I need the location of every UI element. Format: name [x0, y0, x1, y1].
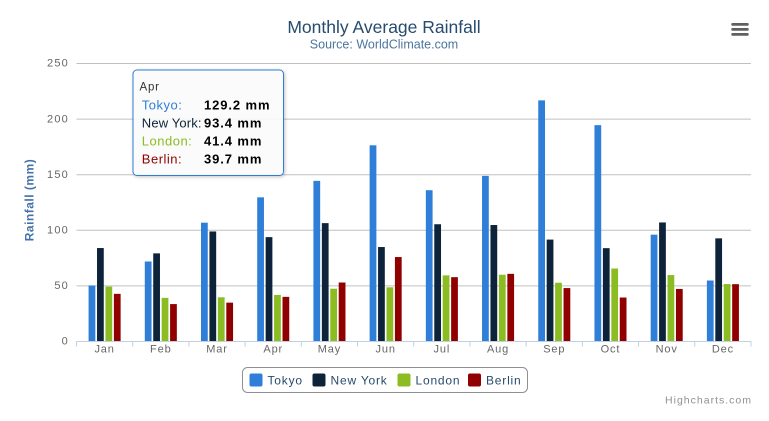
svg-text:London:: London:: [142, 133, 193, 148]
svg-text:Jun: Jun: [376, 344, 396, 356]
svg-text:Aug: Aug: [487, 344, 509, 356]
svg-text:London: London: [416, 374, 461, 388]
svg-text:Monthly Average Rainfall: Monthly Average Rainfall: [287, 17, 480, 37]
svg-text:Oct: Oct: [601, 344, 621, 356]
svg-text:Jul: Jul: [434, 344, 451, 356]
svg-text:Feb: Feb: [150, 344, 172, 356]
svg-text:100: 100: [47, 225, 69, 237]
svg-text:250: 250: [47, 58, 69, 70]
svg-text:93.4 mm: 93.4 mm: [204, 115, 262, 130]
svg-text:Berlin: Berlin: [486, 374, 521, 388]
svg-text:Dec: Dec: [712, 344, 734, 356]
svg-text:New York: New York: [331, 374, 388, 388]
svg-text:Berlin:: Berlin:: [142, 151, 182, 166]
svg-text:0: 0: [62, 336, 69, 348]
svg-text:Highcharts.com: Highcharts.com: [665, 395, 752, 407]
svg-text:New York:: New York:: [142, 115, 202, 130]
svg-text:Rainfall (mm): Rainfall (mm): [23, 159, 37, 242]
svg-text:150: 150: [47, 169, 69, 181]
svg-text:50: 50: [54, 280, 69, 292]
svg-text:41.4 mm: 41.4 mm: [204, 133, 262, 148]
svg-text:May: May: [318, 344, 341, 356]
svg-text:129.2 mm: 129.2 mm: [204, 97, 270, 112]
svg-text:Tokyo:: Tokyo:: [142, 97, 183, 112]
svg-text:Tokyo: Tokyo: [268, 374, 303, 388]
svg-text:Sep: Sep: [543, 344, 565, 356]
svg-text:Source: WorldClimate.com: Source: WorldClimate.com: [310, 38, 458, 52]
svg-text:Jan: Jan: [94, 344, 114, 356]
svg-text:Apr: Apr: [263, 344, 283, 356]
svg-text:200: 200: [47, 113, 69, 125]
svg-text:Mar: Mar: [206, 344, 228, 356]
svg-text:Nov: Nov: [656, 344, 678, 356]
svg-text:39.7 mm: 39.7 mm: [204, 151, 262, 166]
svg-text:Apr: Apr: [140, 82, 160, 94]
